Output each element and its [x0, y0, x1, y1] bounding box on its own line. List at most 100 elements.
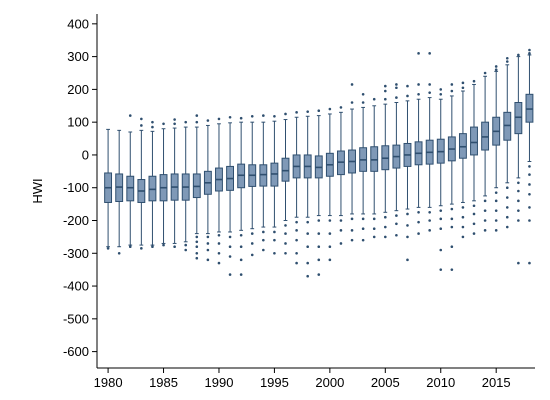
outlier-point [461, 206, 465, 209]
box-1991 [226, 115, 235, 276]
outlier-point [217, 242, 221, 245]
outlier-point [372, 97, 376, 101]
x-tick-label: 1980 [94, 375, 123, 390]
outlier-point [528, 52, 531, 55]
x-tick-label: 2010 [426, 375, 455, 390]
axes: HWI [30, 14, 535, 369]
box-2010 [436, 88, 445, 271]
outlier-point [428, 83, 431, 86]
outlier-point [450, 217, 454, 221]
outlier-point [517, 53, 520, 57]
y-tick-label: 100 [67, 115, 89, 130]
outlier-point [228, 255, 232, 258]
outlier-point [494, 229, 498, 232]
outlier-point [262, 238, 265, 242]
outlier-point [317, 245, 321, 249]
outlier-point [450, 207, 454, 211]
outlier-point [206, 119, 210, 122]
box-1999 [314, 109, 323, 276]
box-1998 [303, 110, 312, 278]
outlier-point [250, 242, 254, 245]
outlier-point [206, 235, 210, 239]
outlier-point [372, 217, 376, 221]
outlier-point [217, 117, 221, 121]
outlier-point [284, 112, 287, 116]
box-1980 [104, 128, 113, 250]
outlier-point [384, 235, 387, 239]
outlier-point [439, 209, 443, 212]
y-ticks: 400 300 200 100 0 -100 -200 -300 -400 -500 -600 [63, 16, 97, 359]
box-1993 [248, 114, 257, 257]
outlier-point [361, 93, 365, 96]
outlier-point [472, 222, 476, 226]
outlier-point [317, 109, 321, 112]
outlier-point [406, 224, 409, 227]
outlier-point [350, 229, 354, 232]
box-2013 [470, 79, 478, 235]
outlier-point [328, 258, 332, 262]
outlier-point [439, 88, 443, 91]
outlier-point [173, 245, 176, 249]
outlier-point [273, 114, 276, 118]
box-1981 [115, 129, 124, 255]
outlier-point [528, 206, 531, 209]
outlier-point [395, 222, 398, 226]
outlier-point [517, 261, 520, 265]
outlier-point [106, 247, 110, 250]
outlier-point [306, 245, 309, 249]
outlier-point [117, 251, 121, 255]
outlier-point [317, 219, 321, 222]
outlier-point [428, 229, 431, 232]
outlier-point [228, 115, 232, 119]
outlier-point [239, 258, 243, 262]
outlier-point [228, 245, 232, 249]
outlier-point [472, 212, 476, 216]
outlier-point [528, 183, 531, 186]
outlier-point [483, 229, 487, 232]
outlier-point [339, 106, 343, 109]
outlier-point [428, 219, 431, 222]
outlier-point [173, 118, 176, 121]
y-tick-label: -100 [63, 180, 89, 195]
y-tick-label: -200 [63, 213, 89, 228]
outlier-point [528, 48, 531, 52]
outlier-point [328, 219, 332, 222]
y-tick-label: -400 [63, 279, 89, 294]
outlier-point [195, 235, 199, 239]
outlier-point [384, 225, 387, 229]
outlier-point [284, 224, 287, 227]
box-2012 [458, 81, 467, 239]
outlier-point [328, 232, 332, 235]
outlier-point [339, 242, 343, 245]
outlier-point [361, 227, 365, 230]
outlier-point [239, 233, 243, 237]
outlier-point [439, 93, 443, 96]
box-iqr [458, 133, 467, 159]
outlier-point [206, 242, 210, 245]
outlier-point [406, 235, 409, 239]
outlier-point [350, 101, 354, 104]
box-1997 [292, 111, 301, 265]
outlier-point [306, 110, 309, 113]
outlier-point [239, 116, 243, 120]
box-2014 [481, 71, 490, 232]
x-tick-label: 1990 [205, 375, 234, 390]
outlier-point [217, 233, 221, 237]
outlier-point [195, 114, 199, 117]
outlier-point [306, 274, 309, 278]
outlier-point [217, 261, 221, 265]
outlier-point [228, 273, 232, 276]
outlier-point [395, 96, 398, 99]
outlier-point [528, 173, 531, 176]
outlier-point [140, 247, 143, 250]
box-1994 [259, 114, 268, 252]
box-2005 [381, 84, 390, 239]
outlier-point [461, 235, 465, 239]
outlier-point [162, 243, 165, 247]
outlier-point [450, 245, 454, 249]
outlier-point [306, 232, 309, 235]
box-1983 [137, 117, 146, 250]
outlier-point [195, 251, 199, 255]
outlier-point [505, 225, 509, 229]
